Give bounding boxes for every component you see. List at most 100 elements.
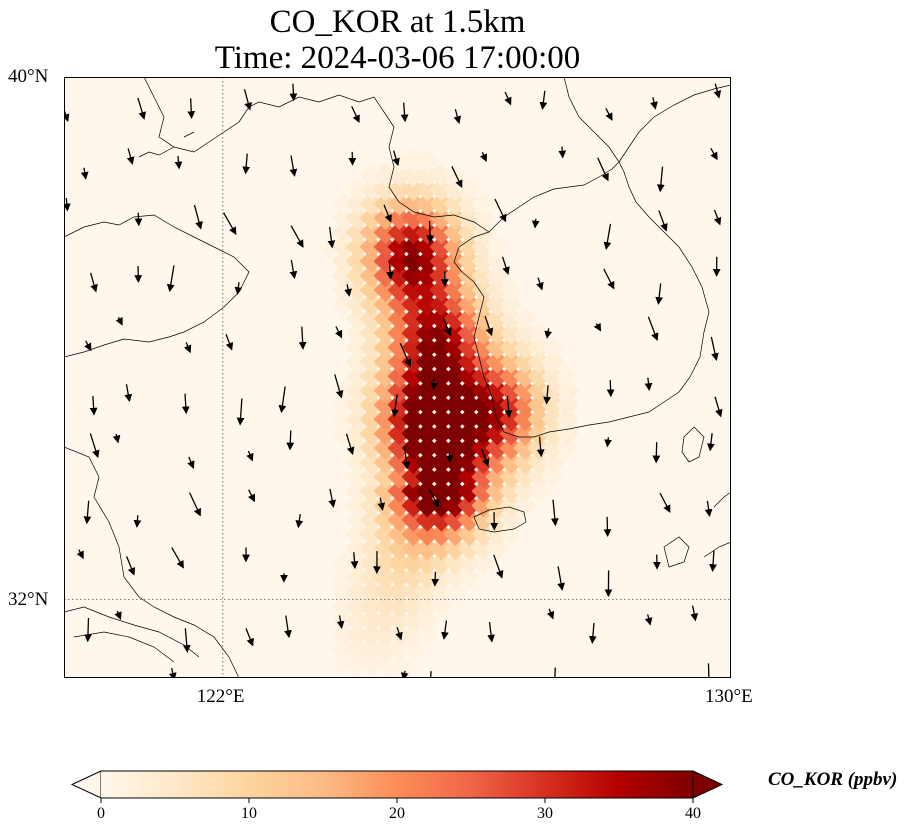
concentration-cell bbox=[429, 206, 454, 230]
concentration-cell bbox=[401, 393, 426, 417]
wind-arrow bbox=[386, 260, 394, 280]
concentration-cell bbox=[415, 364, 440, 389]
concentration-cell bbox=[401, 493, 426, 518]
concentration-cell bbox=[513, 450, 538, 475]
concentration-cell bbox=[359, 249, 384, 274]
concentration-cell bbox=[471, 393, 496, 417]
concentration-cell bbox=[443, 335, 468, 360]
concentration-cell bbox=[359, 306, 384, 331]
wind-arrow bbox=[710, 336, 719, 362]
concentration-cell bbox=[387, 321, 412, 345]
wind-arrow bbox=[182, 628, 191, 653]
concentration-cell bbox=[429, 234, 454, 259]
concentration-cell bbox=[345, 407, 370, 432]
wind-arrow bbox=[328, 488, 337, 508]
wind-arrow bbox=[295, 513, 304, 529]
concentration-cell bbox=[415, 148, 440, 173]
concentration-cell bbox=[485, 421, 510, 446]
wind-arrow bbox=[402, 446, 411, 470]
concentration-cell bbox=[499, 292, 524, 317]
concentration-cell bbox=[485, 464, 510, 489]
wind-arrow bbox=[126, 556, 136, 576]
concentration-cell bbox=[471, 263, 496, 288]
concentration-cell bbox=[471, 292, 496, 317]
concentration-cell bbox=[485, 306, 510, 331]
concentration-cell bbox=[345, 249, 370, 274]
wind-arrow bbox=[707, 433, 715, 452]
concentration-cell bbox=[457, 565, 482, 590]
concentration-cell bbox=[429, 579, 454, 604]
wind-arrow bbox=[644, 614, 653, 626]
concentration-cell bbox=[471, 220, 496, 245]
wind-arrow bbox=[171, 547, 184, 569]
concentration-cell bbox=[401, 148, 426, 173]
wind-arrow bbox=[658, 210, 668, 232]
wind-arrow bbox=[588, 622, 597, 644]
concentration-cell bbox=[513, 421, 538, 446]
concentration-cell bbox=[373, 249, 398, 274]
wind-arrow bbox=[429, 671, 432, 678]
concentration-cell bbox=[485, 349, 510, 374]
concentration-cell bbox=[373, 292, 398, 317]
concentration-cell bbox=[485, 364, 510, 389]
concentration-cell bbox=[443, 306, 468, 331]
wind-arrow bbox=[166, 265, 175, 293]
concentration-cell bbox=[485, 292, 510, 317]
wind-arrow bbox=[531, 218, 540, 229]
concentration-cell bbox=[401, 464, 426, 489]
concentration-cell bbox=[415, 407, 440, 432]
concentration-cell bbox=[359, 594, 384, 619]
concentration-cell bbox=[443, 522, 468, 547]
wind-arrow bbox=[713, 209, 722, 226]
wind-arrow bbox=[137, 97, 146, 120]
concentration-cell bbox=[331, 421, 356, 446]
wind-arrow bbox=[644, 377, 653, 392]
concentration-cell bbox=[373, 234, 398, 259]
concentration-cell bbox=[387, 364, 412, 389]
concentration-cell bbox=[387, 421, 412, 446]
concentration-cell bbox=[429, 349, 454, 374]
wind-arrow bbox=[174, 155, 183, 170]
wind-arrow bbox=[234, 282, 243, 295]
concentration-cell bbox=[331, 249, 356, 274]
wind-arrow bbox=[550, 499, 559, 527]
concentration-cell bbox=[359, 522, 384, 547]
concentration-cell bbox=[401, 479, 426, 504]
concentration-cell bbox=[331, 234, 356, 259]
wind-arrow bbox=[604, 437, 612, 448]
concentration-cell bbox=[429, 220, 454, 245]
concentration-cell bbox=[401, 623, 426, 647]
concentration-cell bbox=[513, 306, 538, 331]
wind-arrow bbox=[652, 442, 661, 464]
concentration-cell bbox=[415, 321, 440, 345]
concentration-cell bbox=[359, 364, 384, 389]
concentration-cell bbox=[471, 479, 496, 504]
concentration-cell bbox=[471, 493, 496, 518]
concentration-cell bbox=[359, 608, 384, 633]
concentration-cell bbox=[457, 493, 482, 518]
wind-arrow bbox=[445, 451, 454, 464]
concentration-cell bbox=[499, 378, 524, 403]
concentration-cell bbox=[527, 479, 552, 504]
concentration-cell bbox=[373, 378, 398, 403]
concentration-cell bbox=[373, 306, 398, 331]
wind-arrow bbox=[189, 492, 201, 517]
concentration-cell bbox=[457, 421, 482, 446]
concentration-cell bbox=[401, 234, 426, 259]
concentration-cell bbox=[429, 263, 454, 288]
concentration-cell bbox=[443, 407, 468, 432]
concentration-cell bbox=[345, 450, 370, 475]
concentration-cell bbox=[429, 335, 454, 360]
concentration-cell bbox=[401, 263, 426, 288]
concentration-cell bbox=[443, 378, 468, 403]
wind-arrow bbox=[327, 226, 336, 249]
wind-arrow bbox=[187, 98, 196, 120]
concentration-cell bbox=[527, 464, 552, 489]
concentration-cell bbox=[415, 335, 440, 360]
wind-arrow bbox=[345, 433, 355, 456]
concentration-cell bbox=[345, 493, 370, 518]
wind-arrow bbox=[126, 148, 135, 165]
concentration-cell bbox=[499, 393, 524, 417]
wind-arrow bbox=[539, 90, 548, 111]
concentration-cell bbox=[429, 249, 454, 274]
